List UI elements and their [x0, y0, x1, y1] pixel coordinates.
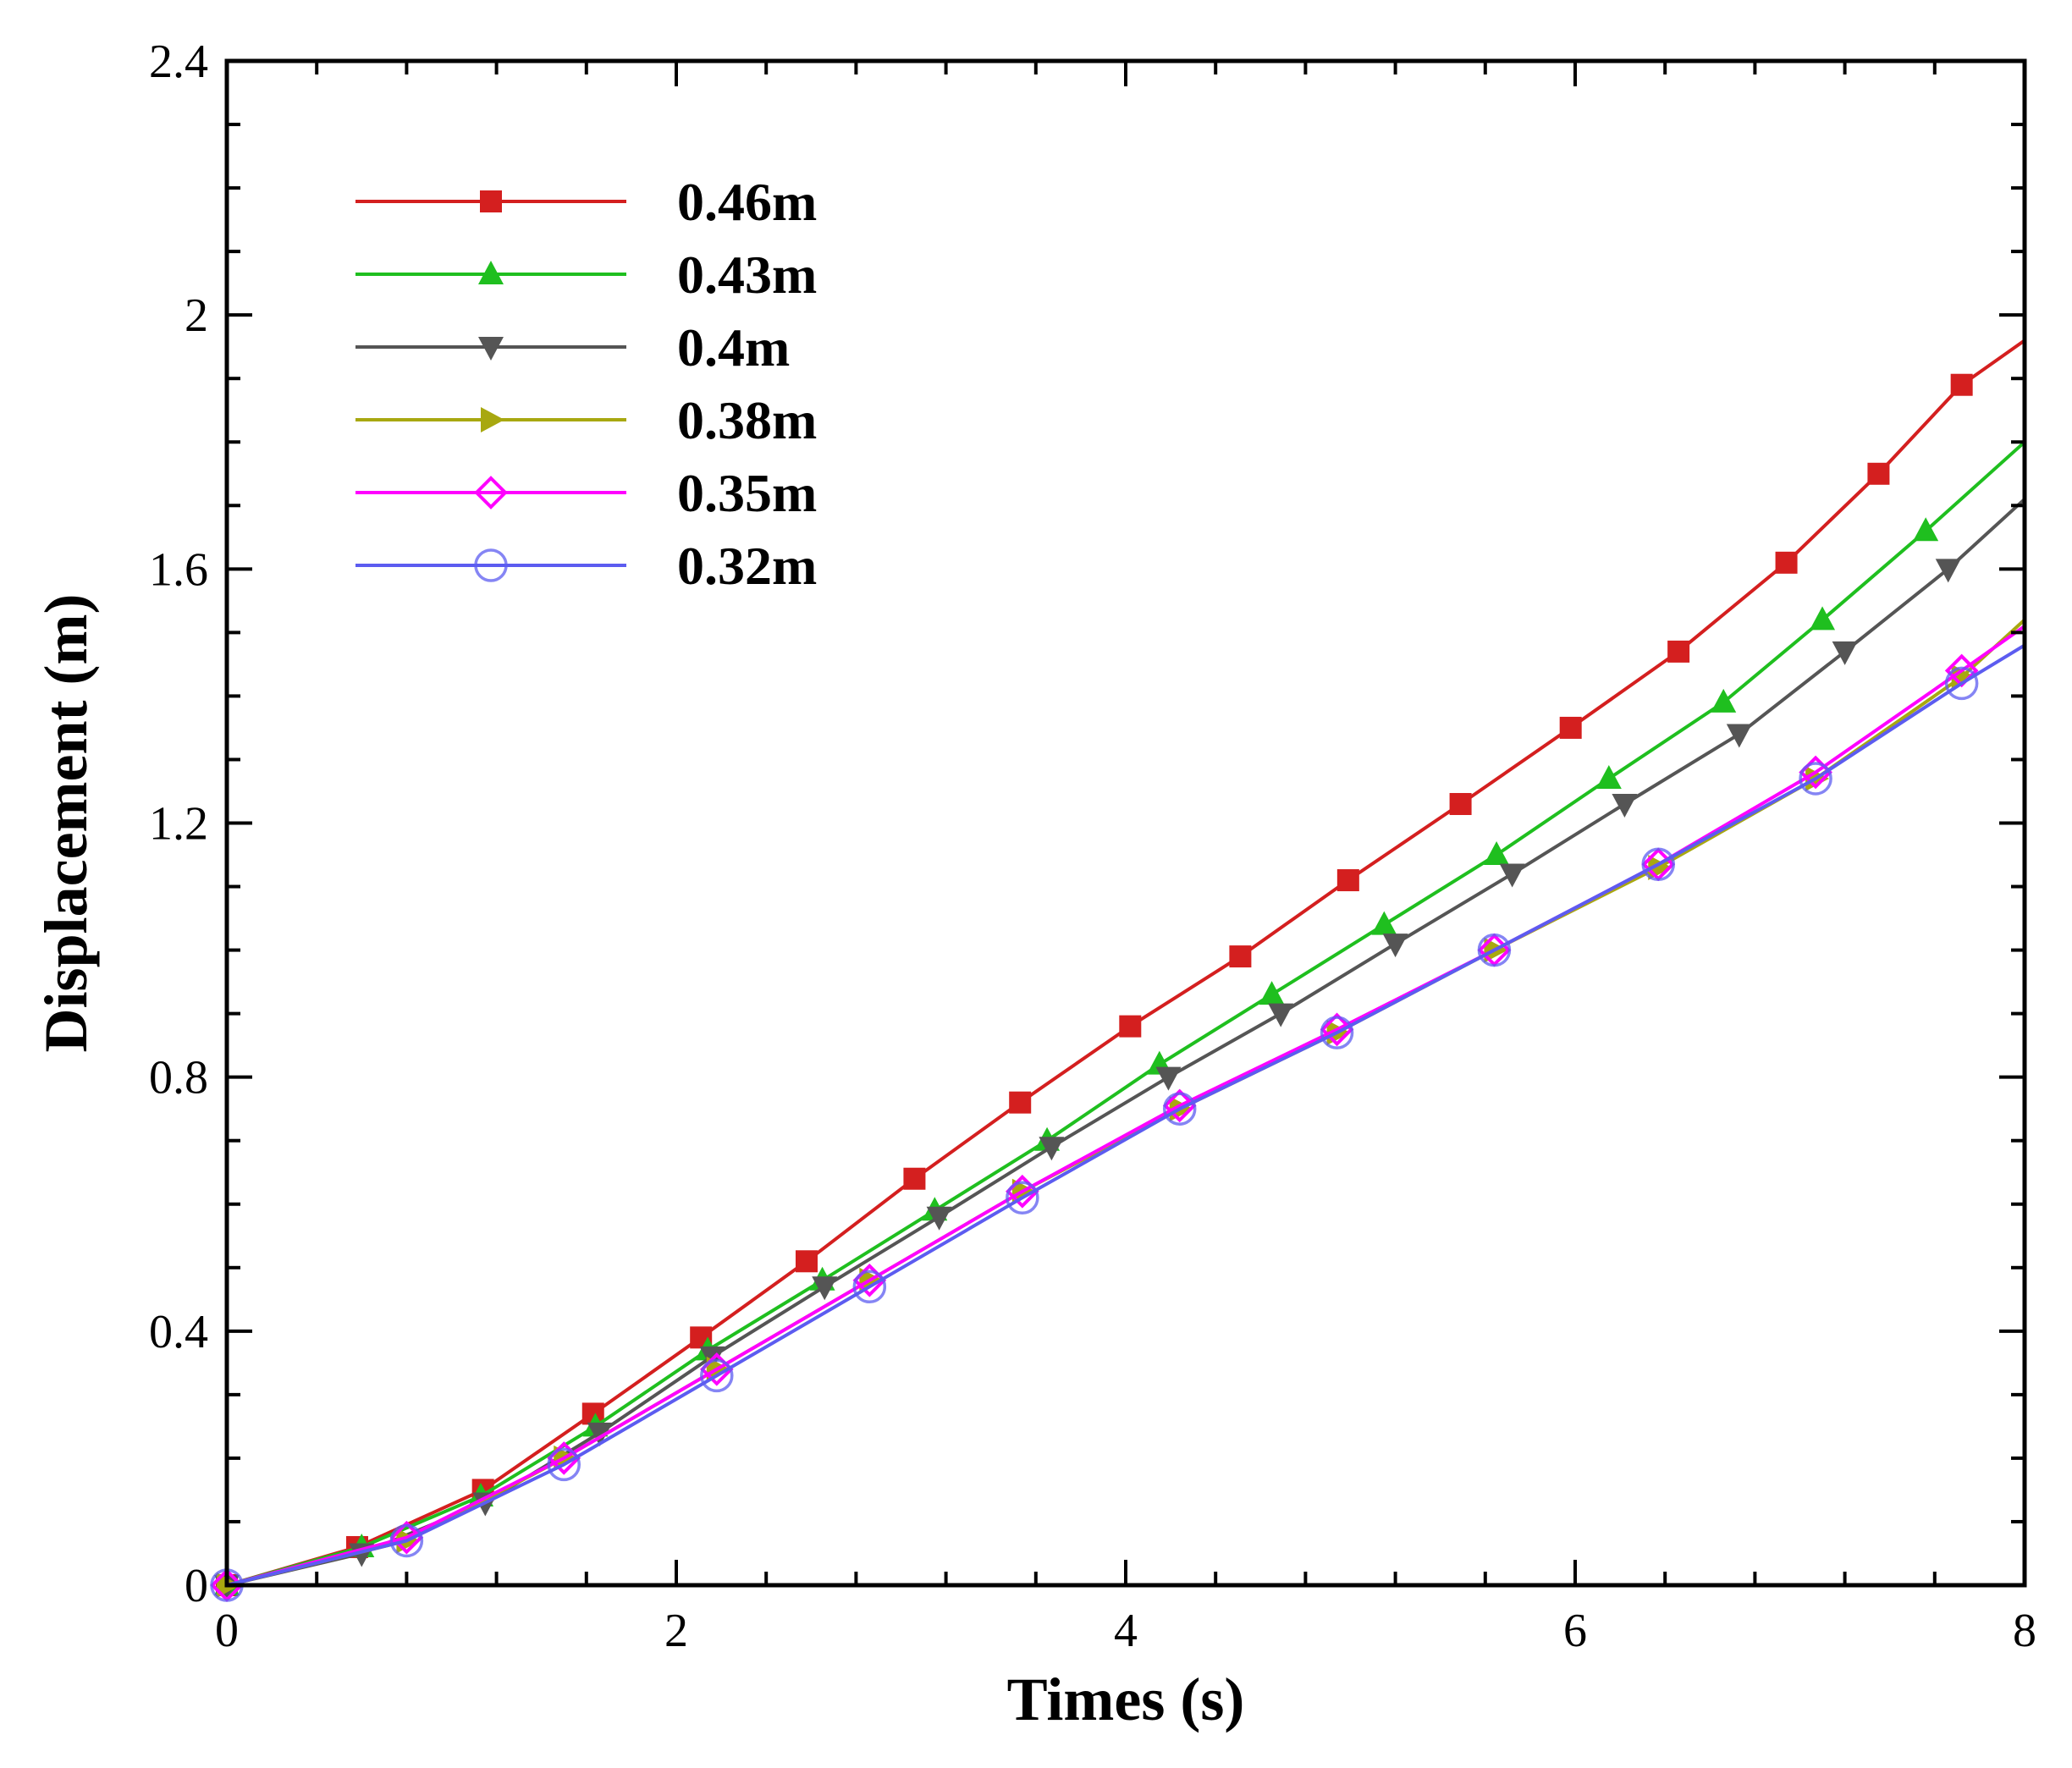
- series-0.46m: [216, 339, 2026, 1596]
- data-point: [903, 1167, 926, 1190]
- tick-labels-layer: 0 2 4 6 8 0 0.4 0.8 1.2 1.6 2 2.4: [149, 36, 2036, 1657]
- y-tick-label: 0.8: [149, 1052, 208, 1104]
- data-point: [852, 1270, 887, 1304]
- data-point: [1477, 933, 1512, 967]
- legend-label: 0.32m: [677, 536, 817, 596]
- data-point: [1775, 551, 1798, 574]
- data-point: [1382, 934, 1408, 958]
- data-point: [1336, 869, 1359, 892]
- data-point: [1155, 1066, 1182, 1091]
- data-point: [795, 1250, 818, 1273]
- series-line: [226, 643, 2026, 1587]
- data-point: [1039, 1137, 1065, 1161]
- legend-label: 0.46m: [677, 172, 817, 232]
- data-point: [1259, 981, 1285, 1005]
- y-tick-label: 1.6: [149, 543, 208, 596]
- data-point: [1799, 762, 1832, 796]
- legend-entry: 0.35m: [355, 463, 817, 523]
- x-tick-label: 2: [664, 1605, 688, 1657]
- data-point: [1009, 1091, 1032, 1114]
- legend-label: 0.4m: [677, 317, 790, 377]
- y-axis-title: Displacement (m): [32, 594, 100, 1053]
- legend-marker: [478, 261, 504, 284]
- data-point: [1810, 606, 1836, 631]
- legend-label: 0.35m: [677, 463, 817, 523]
- y-tick-label: 2.4: [149, 36, 208, 88]
- data-point: [1162, 1088, 1197, 1123]
- data-point: [1726, 724, 1752, 748]
- x-tick-label: 8: [2013, 1605, 2036, 1657]
- legend-marker: [474, 476, 508, 509]
- legend-marker: [481, 407, 504, 432]
- legend-entry: 0.38m: [355, 390, 817, 450]
- data-point: [1119, 1015, 1142, 1038]
- legend: 0.46m 0.43m 0.4m 0.38m 0.35m 0.32m: [355, 172, 817, 596]
- data-point: [1499, 863, 1525, 888]
- x-tick-label: 0: [215, 1605, 239, 1657]
- data-point: [1950, 373, 1973, 396]
- data-point: [1320, 1012, 1354, 1047]
- data-point: [547, 1447, 581, 1482]
- y-tick-label: 2: [185, 289, 208, 342]
- series-layer: [210, 339, 2026, 1602]
- x-tick-label: 6: [1563, 1605, 1587, 1657]
- data-point: [926, 1206, 952, 1231]
- legend-entry: 0.4m: [355, 317, 790, 377]
- data-point: [1867, 462, 1890, 485]
- data-point: [1162, 1092, 1197, 1126]
- y-tick-label: 1.2: [149, 798, 208, 851]
- data-point: [1484, 841, 1510, 866]
- data-point: [1711, 688, 1737, 713]
- data-point: [1944, 666, 1979, 701]
- plot-frame: [224, 58, 2027, 1588]
- x-tick-label: 4: [1114, 1605, 1138, 1657]
- data-point: [1612, 793, 1638, 818]
- y-tick-label: 0.4: [149, 1306, 208, 1358]
- data-point: [1951, 664, 1976, 690]
- data-point: [1935, 559, 1961, 583]
- legend-label: 0.43m: [677, 245, 817, 305]
- data-point: [389, 1523, 424, 1558]
- data-point: [1320, 1016, 1354, 1049]
- legend-entry: 0.46m: [355, 172, 817, 232]
- series-0.32m: [210, 643, 2026, 1602]
- data-point: [1641, 847, 1675, 882]
- data-point: [1667, 640, 1690, 663]
- data-point: [812, 1276, 838, 1301]
- data-point: [1832, 641, 1858, 665]
- legend-marker: [478, 337, 504, 361]
- data-point: [1006, 1181, 1039, 1214]
- legend-entry: 0.43m: [355, 245, 817, 305]
- data-point: [1268, 1003, 1294, 1027]
- series-line: [226, 625, 2026, 1587]
- legend-label: 0.38m: [677, 390, 817, 450]
- data-point: [1229, 945, 1252, 968]
- data-point: [1559, 716, 1582, 739]
- data-point: [1913, 517, 1939, 542]
- legend-entry: 0.32m: [355, 536, 817, 596]
- legend-marker: [474, 548, 508, 582]
- x-axis-title: Times (s): [1007, 1666, 1245, 1733]
- data-point: [1371, 911, 1397, 935]
- legend-marker: [480, 190, 502, 212]
- data-point: [700, 1358, 734, 1393]
- data-point: [1449, 792, 1472, 815]
- y-tick-label: 0: [185, 1560, 208, 1612]
- data-point: [1595, 764, 1622, 789]
- data-point: [587, 1422, 613, 1446]
- series-line: [226, 339, 2026, 1587]
- data-point: [389, 1520, 424, 1555]
